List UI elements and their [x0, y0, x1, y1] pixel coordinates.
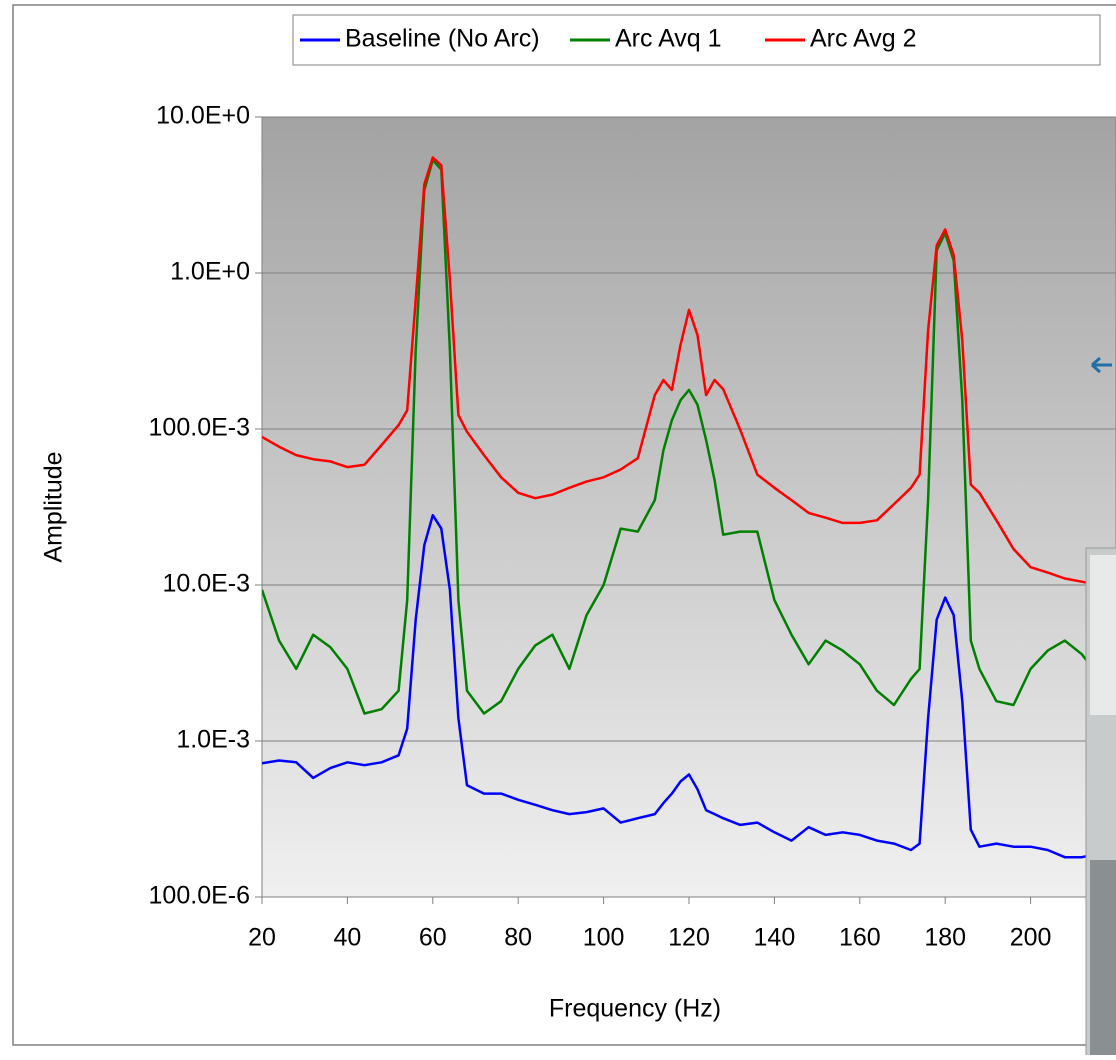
legend-label: Baseline (No Arc) — [345, 25, 540, 53]
series-line — [262, 156, 1116, 589]
legend-box — [292, 14, 1101, 66]
x-tick-label: 20 — [248, 924, 276, 952]
x-tick-label: 120 — [668, 924, 710, 952]
legend-label: Arc Avq 1 — [615, 25, 722, 53]
x-tick-label: 40 — [333, 924, 361, 952]
y-tick-label: 100.0E-6 — [149, 882, 250, 910]
x-tick-label: 80 — [504, 924, 532, 952]
photo-detail — [1090, 555, 1116, 715]
legend: Baseline (No Arc) Arc Avq 1 Arc Avg 2 — [300, 25, 917, 53]
y-tick-label: 10.0E+0 — [156, 102, 250, 130]
x-tick-label: 180 — [924, 924, 966, 952]
x-tick-label: 140 — [754, 924, 796, 952]
axes: 100.0E-6 1.0E-3 10.0E-3 100.0E-3 1.0E+0 10.0E… — [149, 102, 1052, 952]
legend-label: Arc Avg 2 — [810, 25, 917, 53]
photo-detail — [1090, 860, 1116, 1055]
x-tick-label: 100 — [583, 924, 625, 952]
plot-area — [261, 116, 1116, 898]
y-tick-label: 1.0E+0 — [170, 258, 250, 286]
y-tick-label: 100.0E-3 — [149, 414, 250, 442]
lines — [262, 156, 1116, 859]
x-tick-label: 60 — [419, 924, 447, 952]
x-axis-label: Frequency (Hz) — [549, 995, 721, 1023]
y-tick-label: 1.0E-3 — [176, 726, 250, 754]
series-line — [262, 513, 1116, 859]
x-tick-label: 200 — [1010, 924, 1052, 952]
x-tick-label: 160 — [839, 924, 881, 952]
y-axis-label: Amplitude — [40, 451, 68, 562]
y-tick-label: 10.0E-3 — [162, 570, 250, 598]
arrow — [1091, 356, 1112, 374]
series-line — [262, 158, 1116, 715]
